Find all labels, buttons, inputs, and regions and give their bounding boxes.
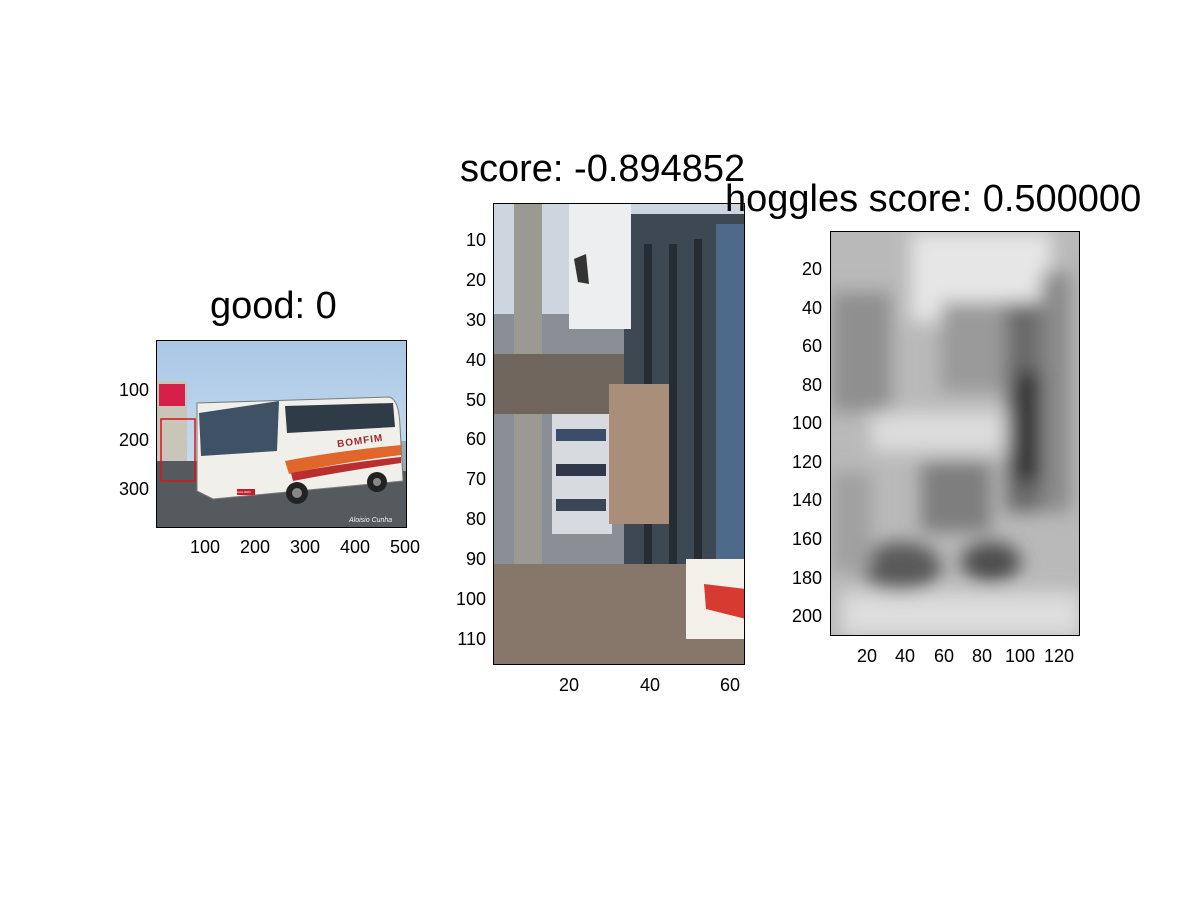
- y-tick: 40: [801, 298, 822, 318]
- y-tick: 200: [791, 606, 822, 626]
- y-tick: 80: [801, 375, 822, 395]
- y-tick: 120: [791, 452, 822, 472]
- y-tick: 10: [465, 230, 486, 250]
- x-tick: 20: [856, 646, 878, 666]
- y-tick: 160: [791, 529, 822, 549]
- x-tick: 20: [558, 675, 580, 695]
- y-tick: 20: [801, 259, 822, 279]
- bus-photo: [157, 341, 406, 527]
- y-tick: 90: [465, 549, 486, 569]
- panel-title: hoggles score: 0.500000: [725, 178, 1142, 220]
- x-tick: 400: [339, 537, 371, 557]
- x-tick: 40: [894, 646, 916, 666]
- crop-image-axes: [493, 203, 745, 665]
- x-tick: 60: [933, 646, 955, 666]
- y-tick: 20: [465, 270, 486, 290]
- y-tick: 180: [791, 568, 822, 588]
- y-tick: 70: [465, 469, 486, 489]
- hoggles-image-axes: [830, 231, 1080, 636]
- y-tick: 200: [118, 430, 149, 450]
- bus-plate-text: AAA-0000: [237, 490, 251, 494]
- x-tick: 100: [1004, 646, 1036, 666]
- y-tick: 50: [465, 390, 486, 410]
- x-tick: 40: [639, 675, 661, 695]
- y-tick: 100: [791, 413, 822, 433]
- y-tick: 60: [801, 336, 822, 356]
- x-tick: 80: [971, 646, 993, 666]
- x-tick: 300: [289, 537, 321, 557]
- y-tick: 30: [465, 310, 486, 330]
- x-tick: 200: [239, 537, 271, 557]
- y-tick: 110: [457, 629, 486, 649]
- y-tick: 140: [791, 490, 822, 510]
- y-tick: 100: [455, 589, 486, 609]
- y-tick: 300: [118, 479, 149, 499]
- bus-image-axes: BOMFIM AAA-0000 Aloisio Cunha: [156, 340, 407, 528]
- x-tick: 100: [189, 537, 221, 557]
- y-tick: 40: [465, 350, 486, 370]
- x-tick: 120: [1043, 646, 1075, 666]
- panel-title: good: 0: [210, 285, 337, 327]
- x-tick: 500: [389, 537, 421, 557]
- photo-watermark: Aloisio Cunha: [349, 517, 393, 524]
- y-tick: 60: [465, 429, 486, 449]
- x-tick: 60: [719, 675, 741, 695]
- y-tick: 100: [118, 380, 149, 400]
- hoggles-visualization: [831, 232, 1079, 635]
- panel-title: score: -0.894852: [460, 148, 746, 190]
- crop-photo: [494, 204, 744, 664]
- y-tick: 80: [465, 509, 486, 529]
- detection-box: [160, 418, 196, 482]
